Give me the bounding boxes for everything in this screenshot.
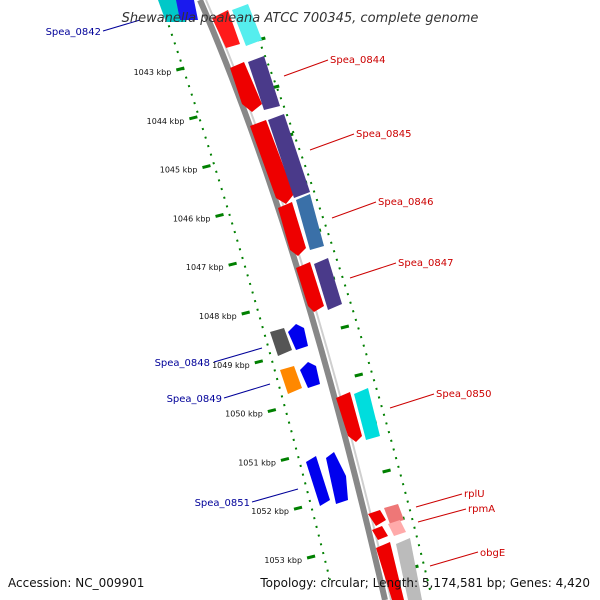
tick-mark (215, 212, 224, 218)
gene-spea-0847-arrow (296, 262, 324, 312)
gene-spea-0851-arrow-2 (326, 452, 348, 504)
label-spea-0846[interactable]: Spea_0846 (378, 197, 433, 208)
callout-spea-0848 (213, 347, 263, 363)
gene-spea-0848[interactable] (270, 324, 308, 356)
tick-label: 1052 kbp (251, 507, 289, 516)
gene-rplu-arrow (368, 510, 386, 526)
gene-rpma[interactable] (372, 520, 406, 540)
gene-obge-box (396, 538, 422, 600)
tick-label: 1047 kbp (186, 263, 224, 272)
callout-spea-0845 (309, 133, 355, 151)
gene-spea-0843-box (232, 4, 262, 46)
gene-spea-0850-box (354, 388, 380, 440)
tick-guide-outer (254, 29, 431, 591)
tick-label: 1049 kbp (212, 361, 250, 370)
topology-text: Topology: circular; Length: 5,174,581 bp… (259, 576, 590, 590)
outer-tick-mark (354, 372, 364, 378)
gene-spea-0851-arrow (306, 456, 330, 506)
label-spea-0851[interactable]: Spea_0851 (195, 498, 250, 509)
tick-mark (306, 554, 316, 560)
gene-rpma-box (388, 520, 406, 536)
label-spea-0850[interactable]: Spea_0850 (436, 389, 491, 400)
tick-mark (175, 66, 185, 72)
tick-label: 1051 kbp (238, 458, 276, 467)
gene-spea-0846[interactable] (278, 194, 324, 256)
tick-label: 1046 kbp (173, 214, 211, 223)
tick-label: 1043 kbp (134, 68, 172, 77)
gene-spea-0848-arrow (288, 324, 308, 350)
gene-spea-0846-box (296, 194, 324, 250)
tick-label: 1053 kbp (264, 556, 302, 565)
gene-spea-0842-arrow-2 (176, 0, 198, 20)
tick-mark (254, 359, 264, 365)
callout-spea-0849 (223, 383, 271, 399)
gene-spea-0846-arrow (278, 202, 306, 256)
gene-spea-0851[interactable] (306, 452, 348, 506)
label-spea-0842[interactable]: Spea_0842 (46, 27, 101, 38)
gene-spea-0843-arrow (212, 10, 240, 48)
label-rplu[interactable]: rplU (464, 489, 485, 500)
callout-lines (102, 19, 479, 567)
tick-label: 1048 kbp (199, 312, 237, 321)
map-title: Shewanella pealeana ATCC 700345, complet… (122, 11, 479, 26)
callout-spea-0844 (283, 59, 329, 77)
label-spea-0844[interactable]: Spea_0844 (330, 55, 385, 66)
gene-spea-0849-arrow (300, 362, 320, 388)
gene-spea-0845-arrow (250, 120, 294, 204)
gene-spea-0843 (212, 4, 262, 48)
tick-mark (267, 408, 277, 414)
callout-obge (429, 551, 479, 567)
gene-spea-0850-arrow (336, 392, 362, 442)
gene-spea-0844-box (248, 56, 280, 110)
gene-spea-0844-arrow (230, 62, 262, 112)
tick-label: 1044 kbp (147, 117, 185, 126)
label-spea-0848[interactable]: Spea_0848 (155, 358, 210, 369)
callout-spea-0851 (251, 488, 299, 503)
tick-label: 1050 kbp (225, 410, 263, 419)
tick-guide-inner (159, 0, 331, 581)
gene-spea-0848-box (270, 328, 292, 356)
gene-rplu[interactable] (368, 504, 404, 526)
tick-mark (293, 505, 303, 511)
gene-spea-0842[interactable] (158, 0, 198, 22)
tick-mark (202, 164, 211, 170)
tick-mark (228, 261, 237, 267)
gene-obge[interactable] (376, 538, 422, 600)
callout-spea-0842 (102, 19, 141, 32)
gene-spea-0850[interactable] (336, 388, 380, 442)
callout-spea-0846 (331, 201, 377, 219)
gene-rpma-arrow (372, 526, 388, 540)
gene-spea-0849-box (280, 366, 302, 394)
gene-spea-0845-box (268, 114, 310, 198)
gene-spea-0845[interactable] (250, 114, 310, 204)
outer-tick-mark (340, 324, 350, 330)
gene-spea-0847-box (314, 258, 342, 310)
tick-layer: 1043 kbp 1044 kbp 1045 kbp 1046 kbp 1047 kbp… (134, 36, 419, 570)
tick-label: 1045 kbp (160, 166, 198, 175)
genome-backbone (197, 0, 388, 600)
label-spea-0845[interactable]: Spea_0845 (356, 129, 411, 140)
label-rpma[interactable]: rpmA (468, 504, 495, 515)
callout-rplu (415, 493, 463, 508)
callout-spea-0847 (349, 262, 397, 279)
callout-rpma (417, 508, 467, 523)
label-spea-0849[interactable]: Spea_0849 (167, 394, 222, 405)
gene-spea-0849[interactable] (280, 362, 320, 394)
gene-rplu-box (384, 504, 404, 524)
outer-tick-mark (382, 468, 391, 474)
tick-mark (280, 456, 290, 462)
label-obge[interactable]: obgE (480, 548, 505, 559)
gene-spea-0844[interactable] (230, 56, 280, 112)
gene-spea-0847[interactable] (296, 258, 342, 312)
callout-spea-0850 (389, 393, 435, 409)
label-spea-0847[interactable]: Spea_0847 (398, 258, 453, 269)
tick-mark (241, 310, 251, 316)
gene-obge-arrow (376, 542, 404, 600)
tick-mark (189, 115, 198, 121)
accession-text: Accession: NC_009901 (8, 576, 144, 590)
